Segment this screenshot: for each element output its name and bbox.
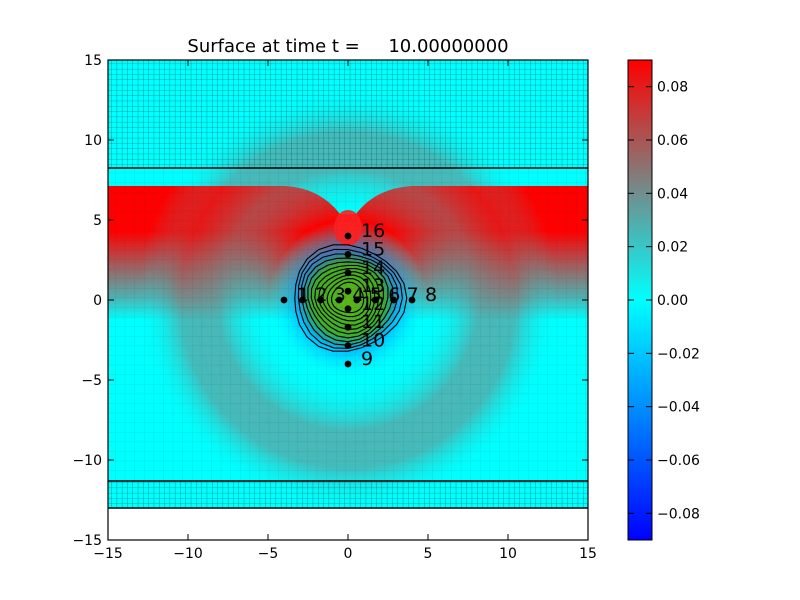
x-tick-label: −15 — [93, 546, 123, 562]
contour-line — [326, 278, 368, 318]
gauge-point — [344, 305, 352, 313]
y-tick-label: −5 — [81, 373, 102, 389]
x-tick-label: −5 — [258, 546, 279, 562]
gauge-point — [344, 287, 352, 295]
gauge-point — [408, 296, 416, 304]
gauge-point — [390, 296, 397, 304]
gauge-point — [353, 296, 361, 304]
y-tick-label: −10 — [72, 453, 102, 469]
contour-line — [310, 264, 384, 335]
contour-line — [314, 268, 380, 330]
y-axis: 15 10 5 0 −5 −10 −15 — [72, 53, 588, 549]
y-tick-label: 10 — [84, 133, 102, 149]
colorbar: 0.08 0.06 0.04 0.02 0.00 −0.02 −0.04 −0.06 −0.08 — [627, 59, 700, 541]
grid-patch-bottom — [108, 481, 588, 508]
gauge-point — [280, 296, 288, 304]
gauge-point — [344, 342, 352, 349]
x-axis: −15 −10 −5 0 5 10 15 — [93, 60, 597, 562]
gauge-label: 13 — [361, 275, 385, 297]
gauge-point — [335, 296, 343, 304]
gauge-point — [344, 360, 352, 368]
gauge-point — [344, 251, 352, 258]
gauge-label: 14 — [361, 257, 385, 279]
y-tick-label: 15 — [84, 53, 102, 69]
gauge-point — [344, 323, 352, 331]
gauge-point — [371, 296, 379, 304]
gauge-label: 8 — [425, 284, 437, 306]
gauge-label: 10 — [361, 330, 385, 352]
contour-line — [307, 261, 389, 339]
colorbar-tick-label: −0.08 — [657, 506, 700, 522]
chart-title: Surface at time t = 10.00000000 — [187, 36, 508, 57]
colorbar-tick-label: −0.06 — [657, 453, 700, 469]
x-tick-label: −10 — [173, 546, 203, 562]
gauge-label: 11 — [361, 311, 385, 333]
grid-patch-top — [108, 60, 588, 168]
x-tick-label: 5 — [424, 546, 433, 562]
colorbar-tick-label: −0.02 — [657, 346, 700, 362]
y-tick-label: 5 — [93, 213, 102, 229]
contour-line — [294, 244, 408, 352]
gauge-label: 15 — [361, 238, 385, 260]
y-tick-label: 0 — [93, 293, 102, 309]
y-tick-label: −15 — [72, 533, 102, 549]
x-tick-label: 0 — [344, 546, 353, 562]
contour-line — [330, 281, 365, 314]
gauge-label: 16 — [361, 220, 385, 242]
gauge-point — [299, 296, 306, 304]
contour-line — [297, 248, 403, 349]
colorbar-tick-label: 0.08 — [657, 80, 688, 96]
colorbar-tick-label: 0.00 — [657, 293, 688, 309]
colorbar-tick-label: 0.06 — [657, 133, 688, 149]
colorbar-ticks: 0.08 0.06 0.04 0.02 0.00 −0.02 −0.04 −0.06 −0.08 — [628, 80, 700, 522]
x-tick-label: 15 — [579, 546, 597, 562]
x-tick-label: 10 — [499, 546, 517, 562]
gauge-point — [344, 269, 352, 277]
colorbar-tick-label: 0.04 — [657, 186, 688, 202]
colorbar-tick-label: 0.02 — [657, 240, 688, 256]
colorbar-tick-label: −0.04 — [657, 400, 700, 416]
gauge-point — [344, 232, 352, 240]
gauge-label: 9 — [361, 348, 373, 370]
gauge-label: 12 — [361, 293, 385, 315]
gauge-point — [317, 296, 325, 304]
